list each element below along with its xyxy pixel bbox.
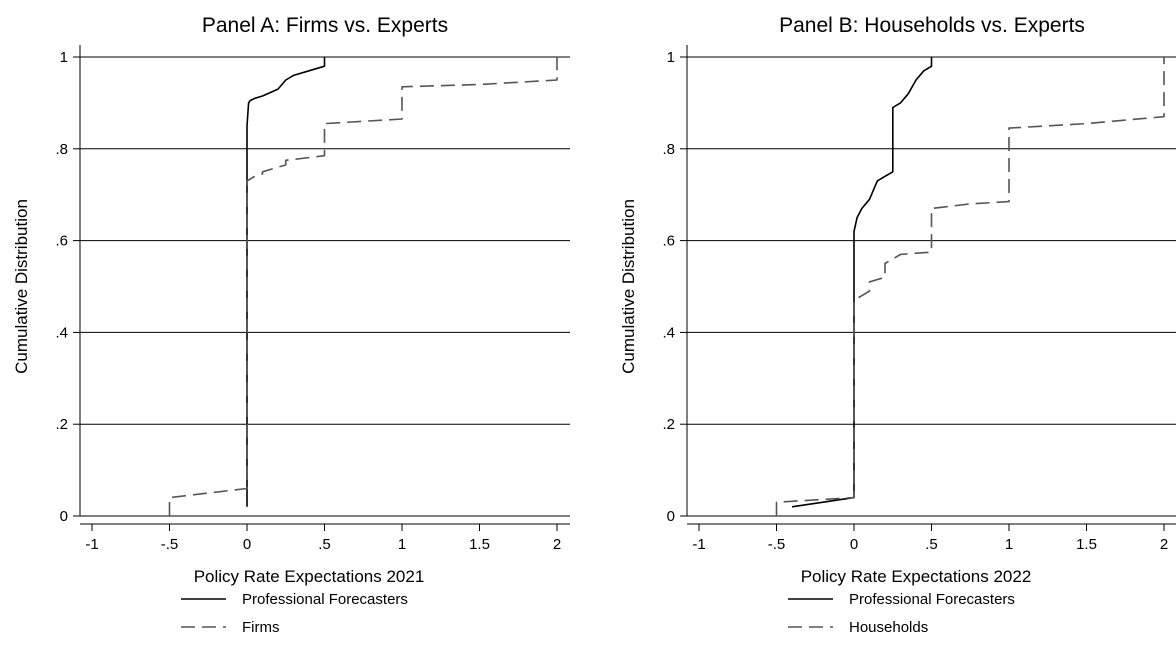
y-tick-label: 1 [60,49,68,66]
x-tick-label: .5 [925,536,938,553]
x-tick-label: -1 [692,536,705,553]
y-tick-label: .8 [662,141,675,158]
series-line-professional-forecasters [791,57,933,508]
series-line-firms [168,57,558,516]
chart-panel-2: Panel B: Households vs. Experts 0 .2 .4 .6 .8… [619,14,1176,636]
x-tick-label: 2 [553,536,561,553]
legend-label: Households [849,619,928,636]
x-tick-label: -.5 [161,536,179,553]
x-tick-label: 2 [1160,536,1168,553]
y-tick-label: .2 [55,416,68,433]
x-tick-label: 1.5 [1076,536,1097,553]
chart-title: Panel B: Households vs. Experts [779,14,1085,37]
x-tick-label: .5 [318,536,331,553]
x-tick-label: 1 [398,536,406,553]
y-tick-label: .2 [662,416,675,433]
chart-panel-1: Panel A: Firms vs. Experts 0 .2 .4 .6 .8 1 -1 -.… [12,14,570,636]
x-axis-label: Policy Rate Expectations 2021 [194,567,425,586]
x-tick-label: 1 [1005,536,1013,553]
x-axis-label: Policy Rate Expectations 2022 [801,567,1032,586]
legend-label: Firms [242,619,280,636]
x-tick-label: 0 [243,536,251,553]
chart-title: Panel A: Firms vs. Experts [202,14,448,37]
y-axis-label: Cumulative Distribution [619,199,638,374]
y-tick-label: .8 [55,141,68,158]
y-tick-label: .4 [55,324,68,341]
y-tick-label: .4 [662,324,675,341]
series-line-professional-forecasters [246,57,326,507]
y-tick-label: 0 [667,508,675,525]
y-tick-label: .6 [662,233,675,250]
y-tick-label: 1 [667,49,675,66]
y-tick-label: 0 [60,508,68,525]
x-tick-label: -.5 [768,536,786,553]
x-tick-label: 0 [850,536,858,553]
x-tick-label: 1.5 [469,536,490,553]
x-tick-label: -1 [85,536,98,553]
y-axis-label: Cumulative Distribution [12,199,31,374]
legend-label: Professional Forecasters [849,591,1015,608]
legend-label: Professional Forecasters [242,591,408,608]
y-tick-label: .6 [55,233,68,250]
series-line-households [775,57,1165,516]
